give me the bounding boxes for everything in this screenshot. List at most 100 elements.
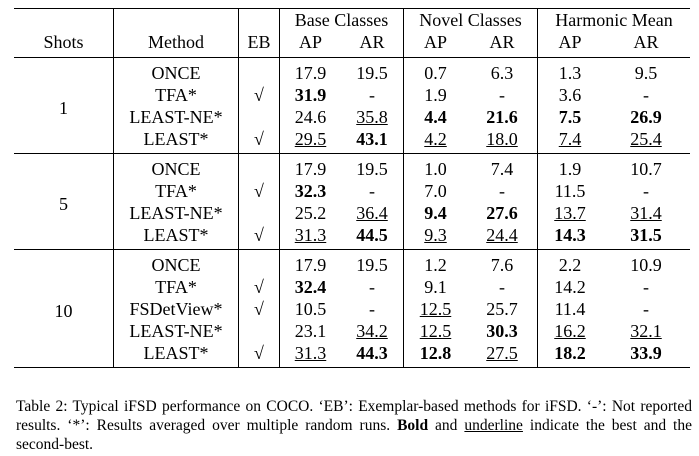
value-text: 27.5 [486,343,518,363]
value-cell: - [602,276,690,298]
value-cell: 43.1 [341,128,404,154]
header-empty [113,8,239,31]
value-text: 24.6 [294,107,327,127]
value-text: 9.4 [424,203,447,223]
value-text: 7.5 [558,107,582,127]
data-row: LEAST-NE* 23.1 34.2 12.5 30.3 16.2 32.1 [14,320,690,342]
value-cell: 25.7 [467,298,538,320]
value-text: 25.7 [486,299,518,319]
value-cell: 9.1 [404,276,468,298]
caption-text: indicate the best and the second-best. [16,417,692,453]
value-text: 9.1 [424,277,447,297]
value-text: 34.2 [356,321,388,341]
eb-cell: √ [238,180,280,202]
value-cell: - [467,180,538,202]
method-cell: ONCE [113,249,239,276]
value-cell: 31.4 [602,202,690,224]
value-cell: 24.4 [467,224,538,250]
value-text: 18.0 [486,129,518,149]
value-text: 24.4 [486,225,518,245]
value-cell: 9.5 [602,57,690,84]
value-text: 11.5 [554,181,586,201]
value-cell: 1.2 [403,249,467,276]
value-cell: 31.3 [280,224,342,250]
value-cell: 17.9 [279,57,341,84]
value-cell: 11.4 [538,298,603,320]
value-text: 30.3 [486,321,518,341]
value-cell: 1.3 [537,57,602,84]
caption-bold: Bold [397,417,429,434]
value-cell: 14.2 [538,276,603,298]
value-cell: 25.4 [602,128,690,154]
value-cell: 12.5 [404,298,468,320]
shots-cell: 5 [14,153,114,250]
value-text: 32.1 [630,321,662,341]
value-text: 9.5 [634,63,658,83]
value-cell: 18.0 [467,128,538,154]
value-cell: 10.9 [602,249,690,276]
value-text: 32.4 [294,277,327,297]
header-cell: AP [423,32,447,52]
header-cell: AR [467,31,538,58]
value-text: 23.1 [294,321,327,341]
value-cell: 29.5 [280,128,342,154]
header-cell: EB [238,31,280,58]
method-cell: LEAST* [113,224,239,250]
data-row: 5 ONCE 17.9 19.5 1.0 7.4 1.9 10.7 [14,153,690,250]
value-cell: 12.5 [404,320,468,342]
value-text: 10.5 [294,299,327,319]
data-row: LEAST* √ 29.5 43.1 4.2 18.0 7.4 25.4 [14,128,690,154]
value-text: 1.3 [558,63,582,83]
eb-cell: √ [238,298,280,320]
eb-cell: √ [238,84,280,106]
value-text: 21.6 [486,107,518,127]
value-text: 31.9 [294,85,327,105]
value-cell: 0.7 [403,57,467,84]
value-text: 1.9 [558,159,582,179]
method-cell: TFA* [113,276,239,298]
eb-cell: √ [238,128,280,154]
header-group: Harmonic Mean [555,10,673,30]
value-text: 10.9 [630,255,662,275]
value-cell: 10.5 [280,298,342,320]
value-text: 13.7 [554,203,586,223]
data-row: 1 ONCE 17.9 19.5 0.7 6.3 1.3 9.5 [14,57,690,154]
shots-cell: 10 [14,249,114,368]
value-cell: 6.3 [467,57,538,84]
value-text: 18.2 [554,343,586,363]
value-text: 26.9 [630,107,662,127]
value-cell: - [467,276,538,298]
value-text: 17.9 [294,255,327,275]
value-cell: 33.9 [602,342,690,368]
value-cell: 9.3 [404,224,468,250]
value-cell: 32.3 [280,180,342,202]
value-text: 6.3 [490,63,514,83]
eb-cell [238,202,280,224]
value-cell: 32.4 [280,276,342,298]
value-cell: 19.5 [341,249,404,276]
value-cell: 7.4 [538,128,603,154]
value-cell: 24.6 [280,106,342,128]
value-text: 44.5 [356,225,388,245]
value-text: 43.1 [356,129,388,149]
value-cell: 44.5 [341,224,404,250]
value-text: 4.4 [424,107,447,127]
value-cell: - [341,180,404,202]
value-text: 2.2 [558,255,582,275]
value-cell: 1.9 [404,84,468,106]
eb-cell: √ [238,342,280,368]
header-cell: AR [341,31,404,58]
method-cell: ONCE [113,153,239,180]
value-text: - [643,277,649,297]
value-cell: 1.9 [537,153,602,180]
eb-cell [238,249,280,276]
data-row: FSDetView* √ 10.5 - 12.5 25.7 11.4 - [14,298,690,320]
value-cell: 10.7 [602,153,690,180]
value-text: 12.5 [419,321,452,341]
header-cell: AR [633,32,659,52]
value-text: 31.5 [630,225,662,245]
data-row: TFA* √ 32.4 - 9.1 - 14.2 - [14,276,690,298]
data-row: LEAST-NE* 24.6 35.8 4.4 21.6 7.5 26.9 [14,106,690,128]
value-text: - [499,277,505,297]
value-cell: - [467,84,538,106]
